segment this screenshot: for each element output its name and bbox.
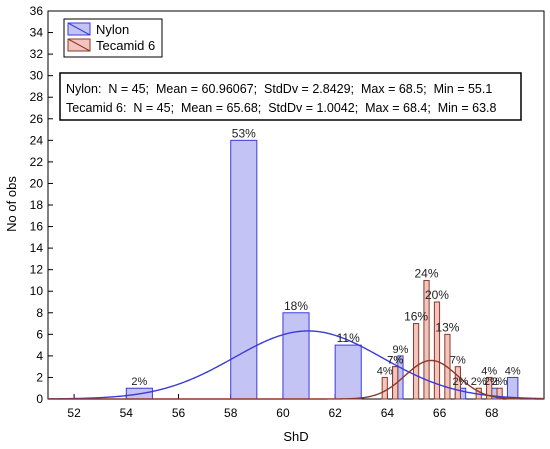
y-tick-label: 0 [36, 392, 43, 406]
y-tick-label: 4 [36, 349, 43, 363]
y-tick-label: 24 [30, 133, 44, 147]
bar-label: 53% [232, 126, 256, 140]
x-tick-label: 56 [172, 406, 186, 420]
legend-label: Tecamid 6 [96, 38, 155, 53]
bar-tecamid [392, 366, 399, 400]
y-tick-label: 28 [30, 90, 44, 104]
stats-line: Tecamid 6: N = 45; Mean = 65.68; StdDv =… [66, 101, 497, 115]
x-tick-label: 54 [120, 406, 134, 420]
y-tick-label: 30 [30, 69, 44, 83]
y-tick-label: 2 [36, 370, 43, 384]
bar-tecamid [433, 301, 441, 400]
stats-box: Nylon: N = 45; Mean = 60.96067; StdDv = … [59, 72, 522, 121]
x-tick-label: 62 [328, 406, 342, 420]
bar-tecamid [454, 366, 461, 400]
y-tick-label: 8 [36, 306, 43, 320]
bar-label: 2% [492, 376, 508, 388]
bar-tecamid [381, 376, 388, 400]
bar-label: 18% [284, 299, 308, 313]
x-tick-label: 66 [433, 406, 447, 420]
bar-label: 2% [453, 376, 469, 388]
bar-label: 11% [337, 331, 360, 345]
y-tick-label: 6 [36, 327, 43, 341]
bar-label: 13% [435, 320, 459, 334]
y-tick-label: 34 [30, 26, 44, 40]
bar-label: 2% [484, 376, 500, 388]
x-tick-label: 52 [67, 406, 81, 420]
y-tick-label: 18 [30, 198, 44, 212]
legend-swatch-line [67, 38, 91, 52]
legend-label: Nylon [96, 22, 129, 37]
bar-tecamid [496, 387, 503, 400]
y-tick-label: 26 [30, 112, 44, 126]
axes: 52 54 56 58 60 62 64 66 680246810121416182022242… [30, 4, 545, 420]
bar-label: 4% [505, 365, 521, 377]
x-axis-label: ShD [283, 429, 308, 444]
y-tick-label: 10 [30, 284, 44, 298]
bar-label: 7% [387, 355, 403, 367]
stats-line: Nylon: N = 45; Mean = 60.96067; StdDv = … [66, 82, 492, 96]
x-tick-label: 60 [276, 406, 290, 420]
bar-nylon [506, 376, 519, 400]
bars [125, 139, 519, 400]
bar-tecamid [423, 279, 430, 400]
y-tick-label: 20 [30, 176, 44, 190]
bar-label: 16% [404, 310, 428, 324]
y-tick-label: 16 [30, 220, 44, 234]
x-tick-label: 68 [485, 406, 499, 420]
bar-labels: 2%53%18%11%7%9%2% 2%4%4%7%16%24%20%13%7%2… [131, 126, 520, 388]
bar-tecamid [486, 376, 493, 400]
bar-nylon [230, 139, 258, 400]
y-tick-label: 12 [30, 263, 44, 277]
bar-label: 4% [481, 365, 497, 377]
bar-label: 2% [471, 376, 487, 388]
stats-frame [59, 72, 522, 121]
bar-label: 4% [377, 365, 393, 377]
bar-tecamid [412, 323, 420, 400]
y-tick-label: 32 [30, 47, 44, 61]
fit-curves [47, 330, 545, 400]
bar-label: 9% [392, 344, 408, 356]
y-tick-label: 22 [30, 155, 44, 169]
y-tick-label: 36 [30, 4, 44, 18]
bar-label: 24% [415, 266, 439, 280]
bar-nylon [282, 312, 310, 400]
x-tick-label: 64 [381, 406, 395, 420]
y-tick-label: 14 [30, 241, 44, 255]
bar-label: 20% [425, 288, 449, 302]
legend-swatch-line [67, 22, 91, 36]
x-tick-label: 58 [224, 406, 238, 420]
bar-nylon [334, 344, 362, 400]
y-axis-label: No of obs [4, 176, 19, 232]
bar-label: 7% [387, 355, 403, 367]
bar-label: 7% [450, 355, 466, 367]
fit-curve-nylon [47, 330, 545, 400]
fit-curve-tecamid [48, 359, 544, 400]
bar-label: 2% [131, 376, 147, 388]
